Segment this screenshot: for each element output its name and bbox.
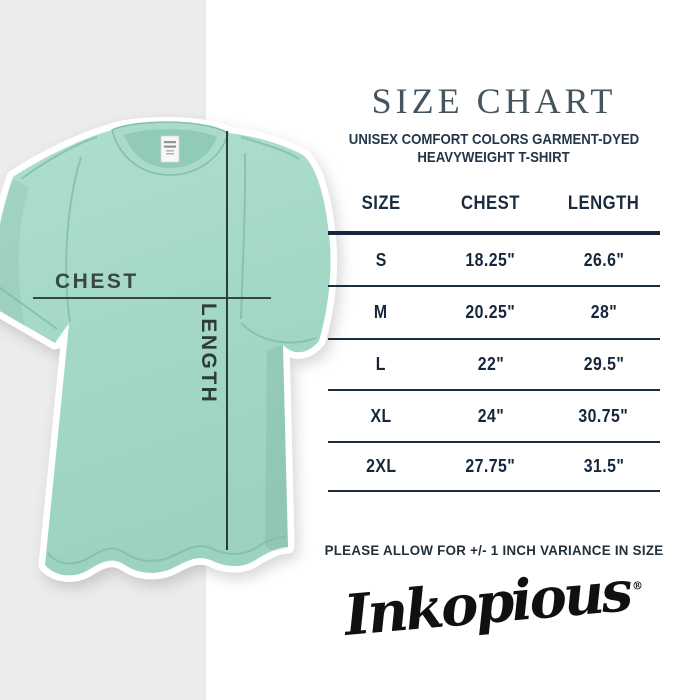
brand-logo-text: Inkopious — [341, 558, 633, 649]
length-value: 29.5" — [583, 354, 624, 374]
length-value: 30.75" — [578, 405, 629, 426]
chest-measure-label: CHEST — [55, 270, 139, 293]
chest-value: 27.75" — [465, 456, 516, 476]
subtitle: UNISEX COMFORT COLORS GARMENT-DYED HEAVY… — [320, 131, 668, 167]
chest-measure-line — [33, 297, 271, 299]
shirt-body — [0, 123, 331, 576]
variance-note: PLEASE ALLOW FOR +/- 1 INCH VARIANCE IN … — [324, 542, 664, 558]
table-header-row: SIZE CHEST LENGTH — [328, 193, 660, 215]
table-row: S 18.25" 26.6" — [328, 235, 660, 287]
column-header-length: LENGTH — [567, 193, 640, 214]
tshirt-photo — [0, 117, 338, 582]
column-header-chest: CHEST — [461, 193, 521, 214]
page-title: SIZE CHART — [371, 81, 617, 121]
length-measure-label: LENGTH — [197, 303, 220, 405]
size-value: S — [375, 249, 387, 270]
stitch-seams — [0, 136, 317, 565]
table-row: L 22" 29.5" — [328, 340, 660, 391]
length-value: 28" — [590, 302, 617, 322]
length-value: 26.6" — [583, 249, 624, 270]
column-header-size: SIZE — [361, 193, 401, 214]
table-row: XL 24" 30.75" — [328, 391, 660, 443]
size-table: S 18.25" 26.6" M 20.25" 28" L 22" 29.5" … — [328, 231, 660, 492]
shade-left-sleeve — [0, 179, 29, 327]
registered-trademark-icon: ® — [631, 579, 644, 594]
chest-value: 18.25" — [465, 249, 516, 270]
shade-right — [265, 345, 288, 551]
length-value: 31.5" — [583, 456, 624, 476]
size-value: XL — [370, 405, 392, 426]
chest-value: 22" — [477, 354, 504, 374]
chest-value: 20.25" — [465, 302, 516, 322]
size-value: L — [376, 354, 387, 374]
size-chart-panel: SIZE CHART UNISEX COMFORT COLORS GARMENT… — [320, 0, 668, 700]
collar-tag — [160, 135, 180, 163]
brand-logo: Inkopious® — [318, 555, 670, 651]
size-value: M — [374, 302, 388, 322]
subtitle-line-2: HEAVYWEIGHT T-SHIRT — [417, 149, 571, 166]
table-row: 2XL 27.75" 31.5" — [328, 443, 660, 492]
subtitle-line-1: UNISEX COMFORT COLORS GARMENT-DYED — [348, 131, 640, 148]
size-value: 2XL — [365, 456, 397, 476]
chest-value: 24" — [477, 405, 504, 426]
table-row: M 20.25" 28" — [328, 287, 660, 340]
length-measure-line — [226, 131, 228, 550]
